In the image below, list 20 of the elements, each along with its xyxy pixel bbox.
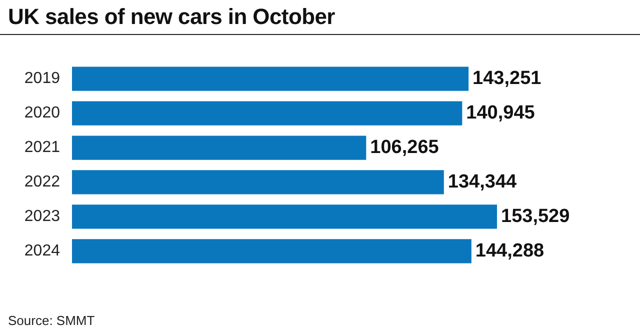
data-label: 143,251 <box>472 68 542 90</box>
bar <box>72 66 469 91</box>
bar <box>72 170 444 194</box>
y-tick-label: 2020 <box>24 104 60 122</box>
y-tick-label: 2024 <box>24 242 60 260</box>
y-tick-label: 2021 <box>24 139 60 156</box>
bar <box>72 136 366 160</box>
data-label: 106,265 <box>370 137 440 158</box>
source-note: Source: SMMT <box>8 313 95 328</box>
y-tick-label: 2019 <box>24 70 60 88</box>
y-tick-label: 2022 <box>24 174 60 191</box>
data-label: 134,344 <box>448 171 518 192</box>
chart-title: UK sales of new cars in October <box>8 4 335 30</box>
data-label: 140,945 <box>466 102 536 124</box>
data-label: 153,529 <box>501 206 570 227</box>
bar <box>72 204 497 229</box>
bar <box>72 101 462 126</box>
y-tick-label: 2023 <box>24 208 60 226</box>
data-label: 144,288 <box>475 240 544 262</box>
bar <box>72 239 472 264</box>
